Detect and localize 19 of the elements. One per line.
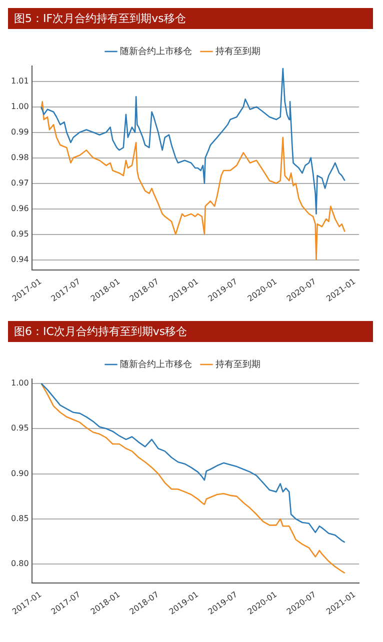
legend-label: 随新合约上市移仓 (120, 46, 192, 57)
y-tick-label: 1.01 (11, 76, 29, 86)
y-tick-label: 0.96 (11, 204, 29, 213)
y-tick-label: 0.95 (11, 424, 29, 433)
legend-label: 持有至到期 (216, 46, 260, 57)
legend-label: 持有至到期 (216, 358, 260, 370)
y-tick-label: 0.85 (11, 514, 29, 523)
y-tick-label: 0.97 (11, 178, 29, 188)
y-tick-label: 0.99 (11, 127, 29, 136)
y-tick-label: 0.80 (11, 559, 29, 568)
y-tick-label: 0.95 (11, 229, 29, 238)
y-tick-label: 0.98 (11, 152, 29, 162)
legend-label: 随新合约上市移仓 (120, 358, 192, 370)
y-tick-label: 1.00 (11, 378, 29, 388)
chart-title: 图5：IF次月合约持有至到期vs移仓 (8, 8, 373, 29)
chart-title: 图6：IC次月合约持有至到期vs移仓 (8, 321, 373, 342)
y-tick-label: 0.90 (11, 468, 29, 478)
y-tick-label: 1.00 (11, 102, 29, 111)
y-tick-label: 0.94 (11, 254, 29, 264)
